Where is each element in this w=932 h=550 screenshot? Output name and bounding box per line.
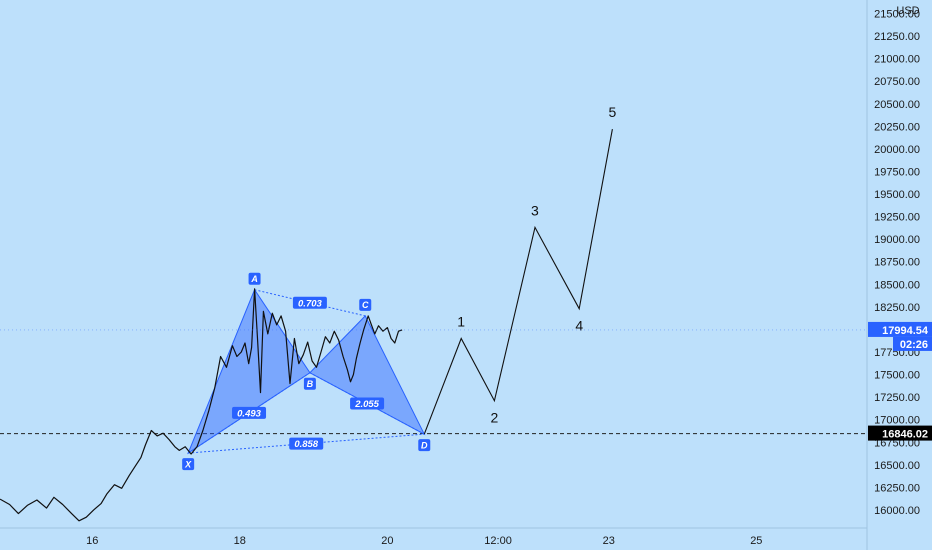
x-tick-label: 25 — [750, 535, 762, 547]
point-label: X — [184, 459, 192, 469]
y-tick-label: 20500.00 — [874, 99, 920, 111]
wave-path — [423, 129, 613, 435]
y-tick-label: 16500.00 — [874, 460, 920, 472]
y-tick-label: 18750.00 — [874, 257, 920, 269]
x-tick-label: 23 — [603, 535, 615, 547]
wave-label: 3 — [531, 202, 539, 218]
y-tick-label: 19500.00 — [874, 189, 920, 201]
y-tick-label: 19750.00 — [874, 166, 920, 178]
point-badge — [359, 298, 372, 311]
ratio-badge — [232, 406, 267, 419]
y-tick-label: 20250.00 — [874, 121, 920, 133]
ratio-label: 2.055 — [354, 399, 379, 410]
ratio-badge — [289, 437, 324, 450]
ratio-badge — [292, 296, 327, 309]
x-tick-label: 12:00 — [484, 535, 512, 547]
x-tick-label: 16 — [86, 535, 98, 547]
y-tick-label: 17250.00 — [874, 392, 920, 404]
y-tick-label: 18250.00 — [874, 302, 920, 314]
axis-ticks: 16000.0016250.0016500.0016750.0017000.00… — [86, 9, 920, 547]
y-tick-label: 17500.00 — [874, 370, 920, 382]
wave-label: 5 — [609, 104, 617, 120]
point-badge — [248, 272, 261, 285]
point-badge — [418, 439, 431, 452]
countdown-badge — [893, 336, 932, 351]
wave-projection[interactable]: 1 2 3 4 5 — [423, 104, 617, 435]
y-tick-label: 16250.00 — [874, 482, 920, 494]
y-tick-label: 20750.00 — [874, 76, 920, 88]
x-tick-label: 20 — [381, 535, 393, 547]
ratio-label: 0.703 — [298, 298, 322, 309]
ratio-line — [188, 433, 425, 454]
current-price-badge — [868, 321, 932, 337]
y-tick-label: 21250.00 — [874, 31, 920, 43]
ratio-label: 0.493 — [237, 408, 261, 419]
y-tick-label: 19000.00 — [874, 234, 920, 246]
point-badge — [182, 458, 195, 471]
countdown-value: 02:26 — [900, 339, 928, 351]
wave-label: 1 — [457, 313, 465, 329]
y-tick-label: 19250.00 — [874, 212, 920, 224]
currency-label: USD — [896, 5, 919, 17]
ratio-badge — [350, 397, 385, 410]
harmonic-pattern[interactable]: 0.493 0.703 2.055 0.858 X A B C D — [182, 272, 431, 471]
y-tick-label: 20000.00 — [874, 144, 920, 156]
point-label: D — [421, 440, 428, 450]
y-tick-label: 21500.00 — [874, 9, 920, 21]
y-tick-label: 17000.00 — [874, 415, 920, 427]
point-label: C — [362, 300, 369, 310]
y-tick-label: 16000.00 — [874, 505, 920, 517]
wave-label: 2 — [490, 410, 498, 426]
price-series — [0, 288, 403, 522]
price-badges: 17994.54 02:26 16846.02 — [0, 321, 932, 441]
point-label: B — [307, 379, 314, 389]
point-label: A — [250, 274, 258, 284]
price-line — [0, 288, 403, 522]
wave-label: 4 — [575, 318, 583, 334]
x-tick-label: 18 — [234, 535, 246, 547]
current-price-value: 17994.54 — [882, 325, 929, 337]
y-tick-label: 18500.00 — [874, 279, 920, 291]
ratio-label: 0.858 — [294, 439, 318, 450]
level-price-value: 16846.02 — [882, 429, 928, 441]
level-price-badge — [868, 425, 932, 441]
point-badge — [303, 377, 316, 390]
y-tick-label: 21000.00 — [874, 54, 920, 66]
